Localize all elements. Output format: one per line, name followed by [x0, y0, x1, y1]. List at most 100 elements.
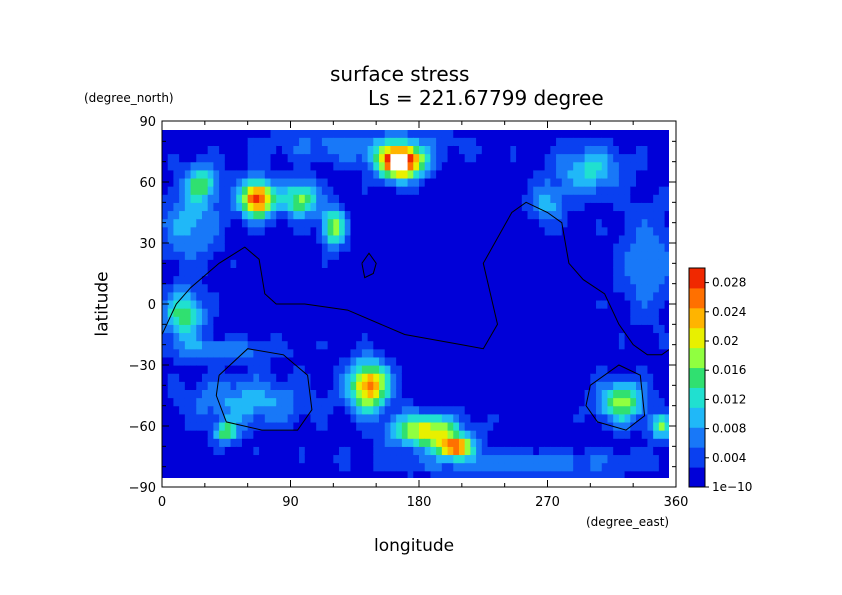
heatmap-cell [247, 177, 254, 187]
heatmap-cell [636, 348, 643, 358]
heatmap-cell [327, 251, 334, 260]
heatmap-cell [270, 259, 277, 268]
heatmap-cell [458, 243, 466, 252]
heatmap-cell [636, 479, 642, 488]
heatmap-cell [276, 186, 283, 195]
heatmap-cell [281, 145, 289, 155]
heatmap-cell [618, 438, 626, 447]
heatmap-cell [241, 259, 249, 268]
heatmap-cell [596, 210, 603, 220]
heatmap-cell [173, 267, 180, 277]
heatmap-cell [213, 194, 220, 203]
heatmap-cell [407, 153, 414, 163]
heatmap-cell [201, 267, 209, 277]
heatmap-cell [190, 169, 197, 179]
heatmap-cell [190, 226, 197, 236]
heatmap-cell [458, 218, 466, 228]
heatmap-cell [345, 121, 351, 130]
heatmap-cell [476, 381, 483, 390]
heatmap-cell [173, 234, 180, 244]
heatmap-cell [601, 389, 609, 399]
heatmap-cell [316, 413, 323, 423]
heatmap-cell [647, 202, 654, 212]
heatmap-cell [339, 153, 346, 163]
heatmap-cell [259, 470, 266, 478]
heatmap-cell [413, 413, 420, 423]
heatmap-cell [653, 365, 660, 374]
heatmap-cell [470, 226, 477, 236]
heatmap-cell [390, 210, 397, 220]
heatmap-cell [327, 308, 334, 317]
heatmap-cell [481, 430, 489, 439]
heatmap-cell [596, 454, 603, 464]
heatmap-cell [321, 438, 329, 447]
heatmap-cell [179, 381, 186, 390]
heatmap-cell [390, 121, 396, 130]
heatmap-cell [521, 226, 529, 236]
heatmap-cell [596, 218, 603, 228]
heatmap-cell [344, 283, 352, 293]
heatmap-cell [333, 234, 340, 244]
heatmap-cell [561, 299, 569, 309]
heatmap-cell [419, 316, 426, 325]
heatmap-cell [510, 381, 517, 390]
heatmap-cell [413, 430, 420, 439]
heatmap-cell [590, 324, 597, 334]
heatmap-cell [361, 389, 369, 399]
heatmap-cell [190, 365, 197, 374]
heatmap-cell [464, 389, 471, 399]
heatmap-cell [281, 446, 289, 456]
heatmap-cell [556, 291, 563, 301]
heatmap-cell [481, 470, 489, 478]
heatmap-cell [516, 267, 523, 277]
heatmap-cell [487, 446, 494, 456]
heatmap-cell [333, 381, 340, 390]
heatmap-cell [544, 202, 551, 212]
heatmap-cell [310, 210, 317, 220]
heatmap-cell [424, 316, 432, 325]
heatmap-cell [270, 316, 277, 325]
heatmap-cell [590, 251, 597, 260]
heatmap-cell [601, 421, 609, 431]
heatmap-cell [247, 291, 254, 301]
heatmap-cell [230, 438, 237, 447]
heatmap-cell [573, 194, 580, 203]
heatmap-cell [419, 259, 426, 268]
heatmap-cell [516, 340, 523, 350]
heatmap-cell [613, 365, 620, 374]
heatmap-cell [596, 243, 603, 252]
heatmap-cell [458, 308, 466, 317]
heatmap-cell [247, 186, 254, 195]
heatmap-cell [578, 324, 586, 334]
heatmap-cell [556, 145, 563, 155]
heatmap-cell [607, 234, 614, 244]
heatmap-cell [493, 430, 500, 439]
heatmap-cell [613, 145, 620, 155]
heatmap-cell [476, 405, 483, 415]
heatmap-cell [527, 462, 534, 472]
heatmap-cell [424, 470, 432, 478]
heatmap-cell [230, 299, 237, 309]
heatmap-cell [201, 356, 209, 366]
heatmap-cell [333, 226, 340, 236]
heatmap-cell [413, 194, 420, 203]
heatmap-cell [533, 169, 540, 179]
heatmap-cell [636, 210, 643, 220]
heatmap-cell [436, 283, 443, 293]
heatmap-cell [658, 177, 666, 187]
heatmap-cell [179, 291, 186, 301]
heatmap-cell [213, 243, 220, 252]
heatmap-cell [299, 373, 306, 382]
heatmap-cell [230, 145, 237, 155]
heatmap-cell [299, 389, 306, 399]
heatmap-cell [390, 137, 397, 146]
heatmap-cell [190, 421, 197, 431]
heatmap-cell [436, 373, 443, 382]
heatmap-cell [567, 169, 574, 179]
heatmap-cell [190, 413, 197, 423]
heatmap-cell [190, 153, 197, 163]
heatmap-cell [373, 234, 380, 244]
heatmap-cell [339, 186, 346, 195]
heatmap-cell [658, 234, 666, 244]
heatmap-cell [562, 479, 568, 488]
